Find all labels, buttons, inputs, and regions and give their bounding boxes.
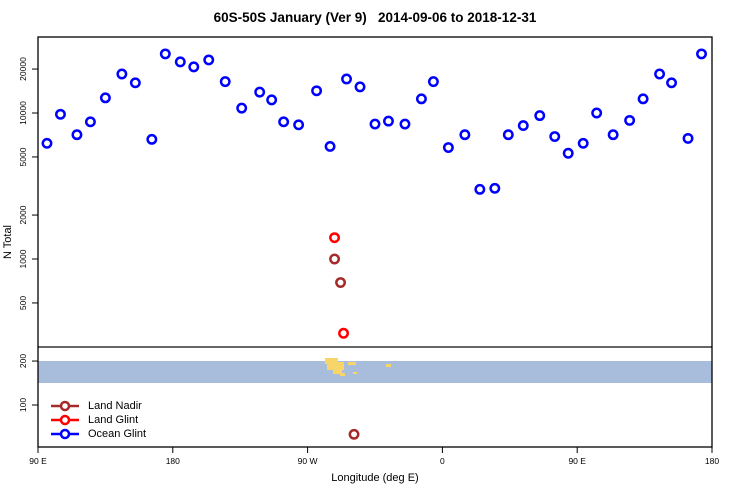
data-point-ocean-glint — [459, 129, 471, 141]
data-point-ocean-glint — [517, 120, 529, 132]
data-point-ocean-glint — [502, 129, 514, 141]
map-strip-land-patch — [325, 358, 338, 364]
legend-item-ocean-glint: Ocean Glint — [50, 427, 146, 441]
x-tick-label: 0 — [440, 456, 445, 466]
data-point-land-glint — [338, 327, 349, 339]
data-point-ocean-glint — [99, 92, 111, 104]
data-point-ocean-glint — [188, 61, 200, 73]
legend-label: Land Glint — [88, 414, 139, 426]
legend-label: Ocean Glint — [88, 428, 147, 440]
y-tick-label: 100 — [18, 397, 28, 413]
data-point-land-glint — [329, 232, 341, 244]
data-point-ocean-glint — [399, 118, 411, 130]
data-point-land-nadir — [348, 428, 360, 440]
x-tick-label: 90 W — [297, 456, 318, 466]
legend-marker-icon — [51, 414, 79, 426]
data-point-ocean-glint — [534, 110, 546, 122]
data-point-ocean-glint — [55, 108, 66, 120]
data-point-ocean-glint — [637, 93, 649, 105]
x-tick-label: 180 — [704, 456, 720, 466]
data-point-ocean-glint — [696, 48, 707, 60]
map-strip-land-patch — [333, 369, 342, 374]
data-point-ocean-glint — [624, 114, 636, 126]
data-point-ocean-glint — [41, 137, 53, 149]
map-strip-land-patch — [353, 372, 357, 374]
data-point-land-nadir — [335, 277, 347, 288]
data-point-ocean-glint — [591, 107, 603, 119]
data-point-ocean-glint — [278, 116, 290, 128]
data-point-ocean-glint — [71, 129, 83, 141]
plot-box — [37, 36, 713, 448]
y-tick-label: 200 — [18, 353, 28, 369]
data-point-ocean-glint — [324, 141, 336, 152]
data-point-ocean-glint — [354, 81, 366, 93]
data-point-ocean-glint — [654, 68, 666, 80]
data-point-ocean-glint — [562, 147, 574, 159]
data-point-ocean-glint — [415, 93, 427, 105]
data-point-ocean-glint — [293, 119, 305, 131]
data-point-ocean-glint — [311, 85, 323, 97]
legend-marker-icon — [51, 428, 79, 440]
data-point-ocean-glint — [442, 142, 454, 153]
data-point-ocean-glint — [84, 116, 96, 128]
data-point-ocean-glint — [129, 77, 141, 89]
data-point-ocean-glint — [219, 76, 231, 88]
x-axis-title: Longitude (deg E) — [331, 472, 419, 484]
map-strip-ocean-band — [38, 361, 712, 383]
data-point-ocean-glint — [116, 68, 128, 80]
data-point-ocean-glint — [489, 182, 501, 194]
legend-label: Land Nadir — [88, 400, 142, 412]
legend: Land Nadir Land Glint Ocean Glint — [50, 399, 146, 441]
data-point-ocean-glint — [203, 54, 215, 66]
data-point-ocean-glint — [577, 137, 589, 149]
y-tick-label: 5000 — [18, 147, 28, 167]
data-point-ocean-glint — [159, 48, 171, 60]
y-tick-label: 2000 — [18, 205, 28, 225]
data-point-ocean-glint — [369, 118, 381, 130]
map-strip-land-patch — [348, 362, 356, 365]
data-point-ocean-glint — [236, 102, 248, 114]
map-strip-land-patch — [386, 364, 391, 367]
legend-item-land-glint: Land Glint — [50, 413, 146, 427]
x-tick-label: 180 — [165, 456, 180, 466]
data-point-ocean-glint — [607, 129, 619, 141]
legend-marker-icon — [51, 400, 79, 412]
data-point-land-nadir — [329, 253, 341, 265]
chart-title: 60S-50S January (Ver 9) 2014-09-06 to 20… — [213, 10, 537, 25]
map-strip-land-patch — [327, 362, 344, 370]
data-point-ocean-glint — [254, 86, 266, 98]
data-point-ocean-glint — [266, 94, 278, 106]
data-point-ocean-glint — [682, 132, 694, 144]
data-point-ocean-glint — [146, 133, 158, 145]
x-tick-label: 90 E — [29, 456, 47, 466]
y-tick-label: 10000 — [18, 101, 28, 125]
data-point-ocean-glint — [549, 131, 561, 142]
data-point-ocean-glint — [383, 115, 394, 127]
data-point-ocean-glint — [174, 56, 186, 68]
data-point-ocean-glint — [666, 77, 678, 89]
data-point-ocean-glint — [341, 73, 352, 85]
y-tick-label: 1000 — [18, 249, 28, 269]
x-tick-label: 90 E — [568, 456, 586, 466]
map-strip-land-patch — [340, 373, 345, 376]
legend-item-land-nadir: Land Nadir — [50, 399, 146, 413]
y-tick-label: 500 — [18, 295, 28, 311]
data-point-ocean-glint — [474, 183, 486, 195]
data-point-ocean-glint — [427, 76, 439, 88]
y-tick-label: 20000 — [18, 57, 28, 81]
